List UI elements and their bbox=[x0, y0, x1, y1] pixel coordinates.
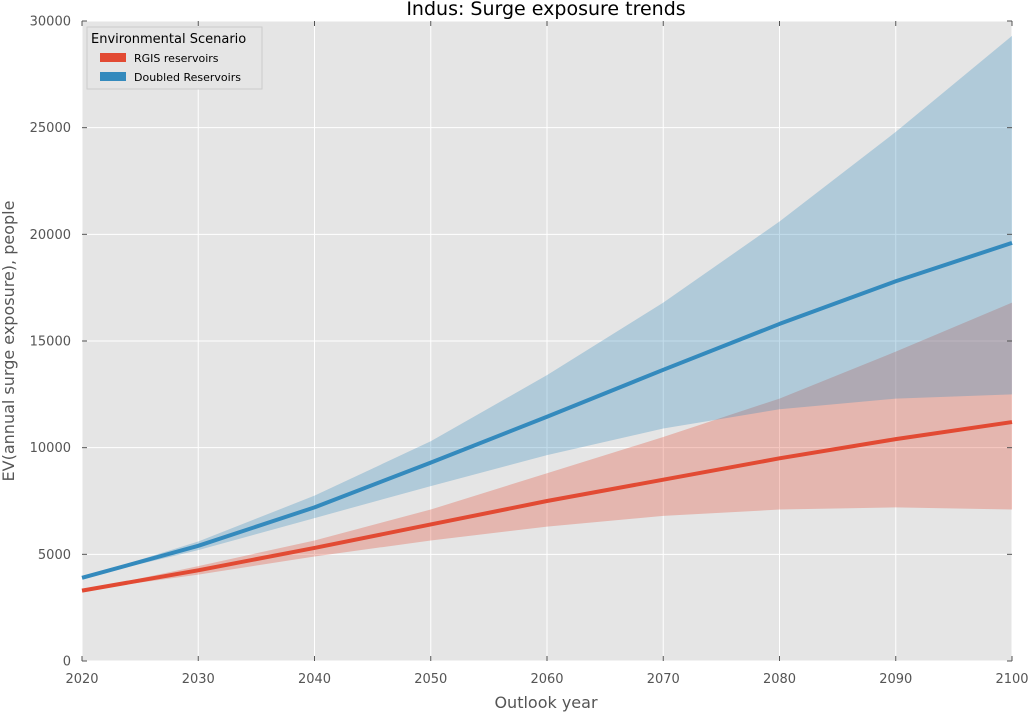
series-lines bbox=[81, 240, 1013, 593]
y-tick-label-30000: 30000 bbox=[30, 15, 71, 30]
x-axis-label: Outlook year bbox=[494, 693, 598, 712]
legend-label-rgis: RGIS reservoirs bbox=[134, 52, 219, 65]
y-axis-label: EV(annual surge exposure), people bbox=[0, 201, 18, 482]
x-tick-label-2090: 2090 bbox=[879, 672, 912, 687]
line-rgis-reservoirs bbox=[81, 420, 1013, 593]
y-tick-label-25000: 25000 bbox=[30, 121, 71, 136]
chart-title: Indus: Surge exposure trends bbox=[406, 0, 685, 20]
x-tick-label-2020: 2020 bbox=[65, 672, 98, 687]
legend-swatch-doubled bbox=[100, 72, 126, 81]
x-tick-label-2080: 2080 bbox=[763, 672, 796, 687]
x-tick-label-2040: 2040 bbox=[298, 672, 331, 687]
y-tick-label-10000: 10000 bbox=[30, 441, 71, 456]
x-tick-label-2100: 2100 bbox=[995, 672, 1028, 687]
x-tick-label-2070: 2070 bbox=[647, 672, 680, 687]
legend: Environmental Scenario RGIS reservoirs D… bbox=[86, 26, 263, 90]
y-tick-label-5000: 5000 bbox=[38, 548, 71, 563]
y-tick-label-20000: 20000 bbox=[30, 228, 71, 243]
axis-ticks bbox=[81, 20, 1013, 662]
y-tick-label-0: 0 bbox=[63, 655, 71, 670]
tick-labels: 2020 2030 2040 2050 2060 2070 2080 2090 2100 0 500… bbox=[30, 15, 1028, 688]
legend-label-doubled: Doubled Reservoirs bbox=[134, 71, 241, 84]
x-tick-label-2030: 2030 bbox=[182, 672, 215, 687]
x-tick-label-2060: 2060 bbox=[530, 672, 563, 687]
y-tick-label-15000: 15000 bbox=[30, 335, 71, 350]
x-tick-label-2050: 2050 bbox=[414, 672, 447, 687]
legend-swatch-rgis bbox=[100, 53, 126, 62]
band-rgis-reservoirs bbox=[82, 302, 1012, 591]
legend-title: Environmental Scenario bbox=[91, 32, 246, 47]
line-doubled-reservoirs bbox=[81, 240, 1013, 580]
